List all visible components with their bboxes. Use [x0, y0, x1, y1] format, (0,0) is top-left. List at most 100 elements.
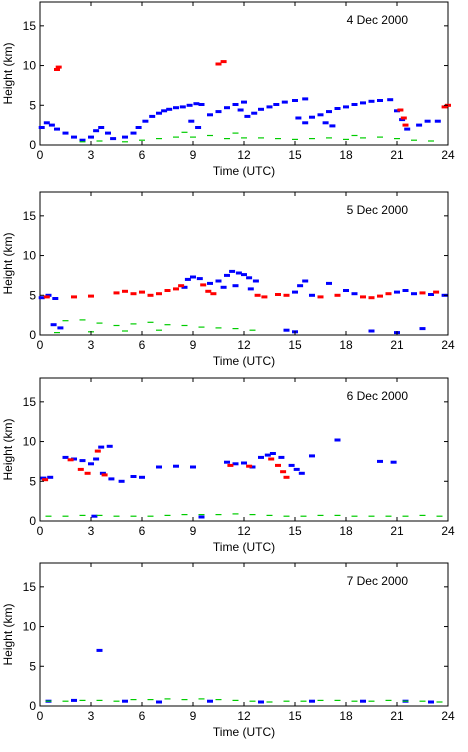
data-point: [402, 700, 409, 702]
data-point: [258, 137, 264, 139]
data-point: [220, 60, 227, 64]
data-point: [295, 116, 302, 120]
y-axis-label: Height (km): [1, 418, 15, 480]
data-point: [385, 292, 392, 296]
data-point: [249, 465, 256, 469]
data-point: [258, 700, 264, 704]
data-point: [309, 293, 315, 297]
data-point: [298, 471, 305, 475]
date-label: 5 Dec 2000: [347, 203, 409, 217]
data-point: [79, 699, 86, 701]
data-point: [77, 467, 84, 471]
data-point: [38, 126, 45, 129]
data-point: [98, 445, 105, 449]
data-point: [190, 275, 196, 279]
data-point: [147, 515, 154, 517]
data-point: [181, 131, 188, 133]
data-point: [147, 321, 154, 323]
data-point: [269, 452, 276, 455]
y-tick-label: 15: [23, 19, 37, 33]
data-point: [419, 700, 426, 702]
data-point: [326, 110, 332, 114]
data-point: [317, 514, 324, 516]
data-point: [79, 459, 86, 463]
data-point: [207, 113, 213, 117]
data-point: [54, 332, 60, 334]
y-tick-label: 0: [29, 514, 36, 528]
x-tick-label: 21: [390, 338, 404, 352]
date-label: 4 Dec 2000: [347, 13, 409, 27]
data-point: [113, 700, 120, 702]
data-point: [241, 137, 247, 139]
data-point: [351, 292, 358, 296]
data-point: [419, 514, 426, 516]
x-tick-label: 0: [37, 148, 44, 162]
data-point: [181, 285, 188, 289]
data-point: [130, 699, 137, 701]
data-point: [351, 134, 358, 137]
data-point: [62, 700, 69, 702]
data-point: [377, 459, 383, 463]
data-point: [258, 107, 264, 111]
data-point: [394, 109, 400, 113]
x-tick-label: 18: [339, 148, 353, 162]
data-point: [215, 62, 222, 66]
data-point: [193, 102, 200, 106]
data-point: [198, 514, 205, 516]
data-point: [297, 284, 304, 288]
data-point: [130, 292, 137, 296]
data-point: [402, 123, 409, 127]
plot-frame: [39, 191, 449, 336]
chart-panel-1: 0 3 6 9 12 15 18 21 24 0 5 10 15 Time (UTC) Height (km…: [1, 1, 455, 178]
data-point: [88, 462, 94, 466]
data-point: [173, 464, 179, 468]
data-point: [71, 135, 77, 139]
y-tick-label: 0: [29, 699, 36, 713]
data-point: [235, 271, 242, 275]
y-tick-label: 0: [29, 328, 36, 342]
data-point: [266, 105, 273, 109]
chart-panel-2: 0 3 6 9 12 15 18 21 24 0 5 10 15 Time (UTC) Height (km…: [1, 191, 455, 368]
data-point: [71, 698, 77, 702]
data-point: [40, 476, 47, 480]
data-point: [227, 463, 234, 467]
data-point: [309, 699, 315, 703]
data-point: [122, 289, 128, 293]
data-point: [106, 444, 113, 448]
data-point: [205, 289, 212, 293]
data-point: [220, 285, 227, 289]
data-point: [99, 471, 106, 475]
data-point: [173, 287, 179, 291]
x-tick-label: 18: [339, 524, 353, 538]
data-point: [434, 119, 441, 123]
data-point: [215, 699, 222, 701]
data-point: [419, 327, 426, 331]
data-point: [351, 515, 358, 517]
x-axis-label: Time (UTC): [213, 354, 275, 368]
data-point: [241, 100, 247, 104]
data-point: [411, 139, 417, 141]
data-point: [156, 138, 162, 140]
data-point: [173, 136, 179, 138]
data-point: [402, 515, 409, 517]
data-point: [224, 106, 230, 110]
data-point: [84, 471, 91, 475]
data-point: [62, 131, 69, 135]
data-point: [334, 293, 341, 297]
data-point: [302, 97, 309, 101]
data-point: [96, 140, 103, 142]
data-point: [343, 105, 349, 109]
data-point: [368, 329, 375, 333]
data-point: [57, 326, 64, 330]
data-point: [246, 276, 253, 280]
data-point: [215, 110, 222, 114]
data-point: [428, 700, 434, 704]
data-point: [390, 460, 397, 464]
data-point: [130, 323, 137, 325]
series-red: [43, 283, 440, 300]
data-point: [232, 699, 239, 701]
y-tick-label: 10: [23, 59, 37, 73]
y-tick-label: 10: [23, 620, 37, 634]
data-point: [156, 465, 162, 469]
data-point: [275, 293, 281, 296]
